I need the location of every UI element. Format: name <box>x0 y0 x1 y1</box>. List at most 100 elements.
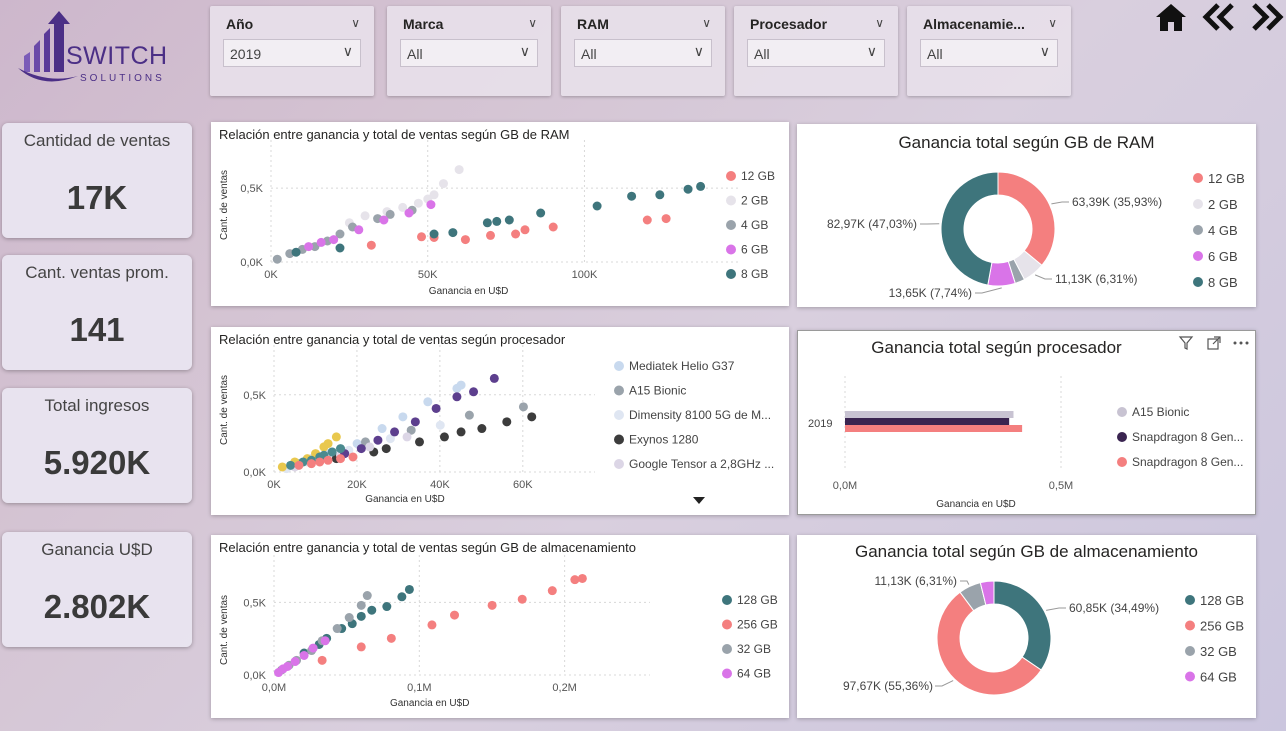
legend-label: 12 GB <box>1208 171 1245 186</box>
home-icon[interactable] <box>1154 2 1188 32</box>
slicer-brand[interactable]: Marca ∨ All ∨ <box>387 6 551 96</box>
scatter-point <box>367 605 377 615</box>
slicer-dropdown[interactable]: 2019 ∨ <box>223 39 361 67</box>
legend-label: 32 GB <box>737 642 771 656</box>
double-chevron-right-icon[interactable] <box>1250 2 1284 32</box>
scatter-point <box>423 397 433 407</box>
scatter-storage-card[interactable]: Relación entre ganancia y total de venta… <box>211 535 789 718</box>
filter-icon[interactable] <box>1178 335 1194 351</box>
x-tick-label: 0K <box>267 479 281 491</box>
scatter-point <box>482 218 492 228</box>
donut-storage-card[interactable]: Ganancia total según GB de almacenamient… <box>797 535 1256 718</box>
scatter-point <box>415 437 424 447</box>
bar-processor-card[interactable]: Ganancia total según procesador 0,0M 0,5M… <box>797 330 1256 515</box>
focus-mode-icon[interactable] <box>1206 335 1222 351</box>
chevron-down-icon[interactable]: ∨ <box>351 16 360 30</box>
scatter-point <box>520 225 530 235</box>
scatter-point <box>329 235 339 245</box>
legend-label: 64 GB <box>1200 670 1237 685</box>
scatter-point <box>317 655 327 665</box>
legend-marker <box>1185 671 1195 682</box>
chevron-down-icon[interactable]: ∨ <box>702 16 711 30</box>
kpi-card-sales-count[interactable]: Cantidad de ventas 17K <box>2 123 192 238</box>
legend-marker <box>726 269 736 279</box>
legend-marker <box>1193 277 1203 287</box>
scatter-point <box>413 198 423 208</box>
scatter-point <box>283 661 293 671</box>
scatter-point <box>683 184 693 194</box>
kpi-label: Ganancia U$D <box>41 540 153 559</box>
legend-marker <box>1193 225 1203 235</box>
scatter-point <box>386 633 396 643</box>
scatter-point <box>548 222 558 232</box>
legend-marker <box>1117 407 1127 417</box>
scatter-point <box>404 584 414 594</box>
more-options-icon[interactable] <box>1232 335 1250 351</box>
chevron-down-icon[interactable]: ∨ <box>875 16 884 30</box>
legend-marker <box>726 220 736 230</box>
scatter-point <box>299 650 309 660</box>
slicer-title: Año <box>226 16 254 32</box>
scatter-processor-chart: 0,0K 0,5K 0K 20K 40K 60K Ganancia en U$D Cant. … <box>219 345 774 505</box>
donut-ram-card[interactable]: Ganancia total según GB de RAM 63,39K (3… <box>797 124 1256 307</box>
legend-marker <box>1185 595 1195 605</box>
x-tick-label: 20K <box>347 479 367 491</box>
y-tick-label: 0,0K <box>243 467 266 479</box>
scatter-ram-card[interactable]: Relación entre ganancia y total de venta… <box>211 122 789 306</box>
legend-marker <box>722 595 732 605</box>
y-axis-label: Cant. de ventas <box>219 170 230 240</box>
chevron-down-icon[interactable]: ∨ <box>528 16 537 30</box>
label-leader <box>975 287 1002 294</box>
chevron-down-icon[interactable]: ∨ <box>693 43 704 59</box>
label-leader <box>1046 607 1066 611</box>
data-label: 13,65K (7,74%) <box>889 286 972 300</box>
slicer-processor[interactable]: Procesador ∨ All ∨ <box>734 6 898 96</box>
kpi-card-avg-sales[interactable]: Cant. ventas prom. 141 <box>2 255 192 370</box>
chevron-down-icon[interactable]: ∨ <box>1039 43 1050 59</box>
legend-scroll-down-icon[interactable] <box>693 497 705 505</box>
donut-ram-chart: 63,39K (35,93%) 11,13K (6,31%) 13,65K (7,7… <box>827 171 1245 300</box>
slicer-year[interactable]: Año ∨ 2019 ∨ <box>210 6 374 96</box>
scatter-point <box>627 191 637 201</box>
scatter-point <box>308 643 318 653</box>
legend-label: Snapdragon 8 Gen... <box>1132 430 1243 444</box>
slicer-storage[interactable]: Almacenamie... ∨ All ∨ <box>907 6 1071 96</box>
slicer-title: Procesador <box>750 16 828 32</box>
scatter-point <box>379 215 389 225</box>
slicer-dropdown[interactable]: All ∨ <box>747 39 885 67</box>
legend-label: 6 GB <box>1208 249 1238 264</box>
scatter-point <box>356 642 366 652</box>
scatter-point <box>464 410 474 420</box>
chevron-down-icon[interactable]: ∨ <box>342 43 353 59</box>
scatter-point <box>290 657 300 667</box>
scatter-point <box>315 457 325 467</box>
legend-label: 128 GB <box>737 593 778 607</box>
scatter-processor-card[interactable]: Relación entre ganancia y total de venta… <box>211 327 789 515</box>
double-chevron-left-icon[interactable] <box>1202 2 1236 32</box>
legend-label: 8 GB <box>741 267 768 281</box>
chevron-down-icon[interactable]: ∨ <box>519 43 530 59</box>
scatter-point <box>655 190 665 200</box>
scatter-point <box>365 442 375 452</box>
bar <box>845 425 1023 432</box>
scatter-point <box>373 435 383 445</box>
slicer-dropdown[interactable]: All ∨ <box>400 39 538 67</box>
chevron-down-icon[interactable]: ∨ <box>866 43 877 59</box>
scatter-point <box>286 460 296 470</box>
kpi-value: 17K <box>66 179 128 216</box>
scatter-point <box>696 181 706 191</box>
legend-marker <box>1193 251 1203 261</box>
slicer-dropdown[interactable]: All ∨ <box>920 39 1058 67</box>
scatter-point <box>450 610 460 620</box>
slicer-ram[interactable]: RAM ∨ All ∨ <box>561 6 725 96</box>
scatter-point <box>335 243 345 253</box>
kpi-card-profit[interactable]: Ganancia U$D 2.802K <box>2 532 192 647</box>
chevron-down-icon[interactable]: ∨ <box>1048 16 1057 30</box>
kpi-card-total-revenue[interactable]: Total ingresos 5.920K <box>2 388 192 503</box>
slicer-dropdown[interactable]: All ∨ <box>574 39 712 67</box>
legend-marker <box>722 644 732 654</box>
scatter-point <box>439 432 449 442</box>
legend-label: 256 GB <box>1200 619 1244 634</box>
scatter-point <box>306 459 316 469</box>
scatter-point <box>382 602 392 612</box>
